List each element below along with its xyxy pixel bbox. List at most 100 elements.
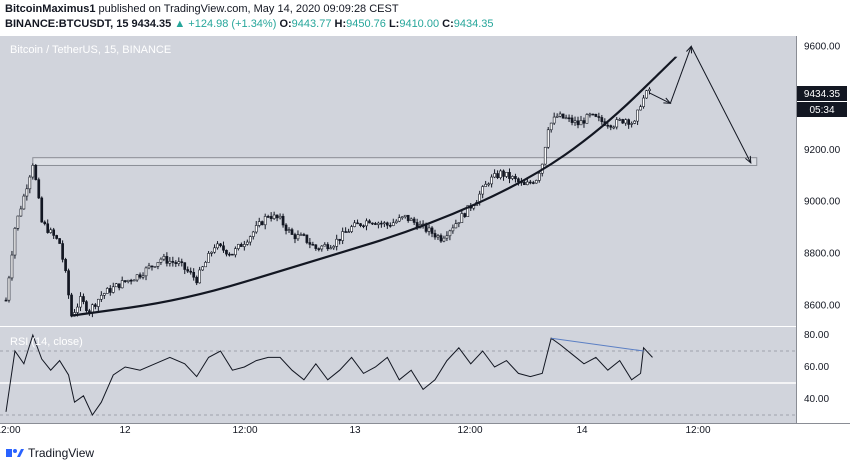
candle-body [377, 222, 380, 225]
price-badges: 9434.35 05:34 [797, 86, 847, 117]
candle-body [341, 231, 344, 241]
candle-body [263, 216, 267, 226]
high-label: H: [334, 18, 347, 30]
candle-body [198, 269, 201, 284]
candles [4, 87, 651, 318]
candle-body [353, 222, 356, 227]
candle-body [567, 117, 571, 120]
candle-body [225, 249, 228, 255]
candle-body [359, 223, 362, 227]
candle-body [13, 227, 17, 256]
candle-body [260, 221, 264, 226]
low-label: L: [388, 18, 400, 30]
candle-body [99, 294, 103, 300]
candle-body [394, 220, 398, 224]
candle-body [639, 106, 642, 111]
candle-body [275, 214, 279, 219]
candle-body [76, 306, 79, 313]
candle-body [183, 262, 187, 270]
candle-body [627, 119, 630, 125]
candle-body [266, 216, 270, 218]
price-axis: 8600.008800.009000.009200.009400.009600.… [804, 41, 841, 311]
candle-body [135, 274, 139, 281]
price-tick-label: 8800.00 [804, 249, 841, 260]
candle-body [511, 176, 514, 179]
candle-body [499, 170, 502, 178]
candle-body [332, 246, 336, 249]
time-tick-label: 12:00 [685, 425, 710, 436]
candle-body [585, 114, 589, 124]
candle-body [496, 173, 499, 178]
candle-body [105, 288, 109, 294]
candle-body [7, 277, 11, 301]
rsi-pane[interactable] [0, 327, 796, 423]
candle-body [383, 222, 386, 225]
candle-body [546, 129, 550, 148]
time-tick-label: 12 [119, 425, 131, 436]
candle-body [293, 234, 297, 240]
candle-body [219, 243, 222, 247]
price-pane[interactable] [0, 36, 796, 326]
candle-body [311, 244, 315, 246]
candle-body [335, 238, 339, 247]
quote-line: BINANCE:BTCUSDT, 15 9434.35 ▲ +124.98 (+… [5, 18, 494, 30]
candle-body [338, 238, 342, 241]
candle-body [94, 304, 97, 307]
candle-body [162, 256, 166, 260]
candle-body [508, 172, 511, 179]
candle-body [28, 176, 32, 190]
footer-brand[interactable]: TradingView [6, 446, 94, 460]
projection-segment [690, 46, 752, 164]
candle-body [463, 213, 467, 217]
rsi-divergence-line [551, 337, 644, 352]
candle-body [177, 261, 181, 264]
countdown-badge [797, 102, 847, 117]
candle-body [237, 244, 240, 249]
candle-body [299, 234, 303, 236]
candle-body [123, 280, 127, 282]
candle-body [400, 216, 404, 219]
time-tick-label: 14 [576, 425, 588, 436]
candle-body [257, 221, 261, 226]
open-value: 9443.77 [291, 18, 332, 30]
price-tick-label: 9000.00 [804, 197, 841, 208]
candle-body [52, 229, 56, 236]
candle-body [543, 146, 547, 165]
candle-body [397, 217, 401, 222]
last-price-badge [797, 86, 847, 101]
candle-body [231, 253, 234, 256]
candle-body [210, 251, 213, 254]
candle-body [79, 296, 82, 308]
candle-body [222, 245, 225, 251]
candle-body [594, 114, 598, 117]
rsi-group [5, 333, 653, 416]
author-name[interactable]: BitcoinMaximus1 [5, 3, 96, 15]
published-info: published on TradingView.com, May 14, 20… [98, 3, 399, 15]
candle-body [186, 269, 190, 272]
candle-body [579, 120, 583, 126]
candle-body [281, 215, 285, 226]
candle-body [385, 222, 389, 226]
candle-body [296, 234, 300, 240]
candle-body [117, 283, 121, 289]
candle-body [561, 113, 565, 119]
projection-segment [669, 46, 692, 104]
candle-body [174, 262, 178, 264]
candle-body [16, 215, 20, 229]
trendline-group [71, 55, 678, 317]
candle-body [207, 253, 210, 263]
candle-body [624, 119, 628, 124]
candle-body [287, 229, 291, 231]
candle-body [490, 176, 493, 185]
footer-brand-label: TradingView [28, 446, 95, 460]
candle-body [111, 286, 115, 293]
last-price: 9434.35 [131, 18, 172, 30]
candle-body [558, 113, 562, 117]
candle-body [526, 181, 529, 186]
candle-body [31, 164, 35, 178]
candle-body [591, 113, 595, 116]
price-chart[interactable]: 8600.008800.009000.009200.009400.009600.… [0, 0, 850, 446]
candle-body [278, 215, 282, 219]
candle-body [216, 243, 219, 249]
candle-body [305, 234, 309, 243]
